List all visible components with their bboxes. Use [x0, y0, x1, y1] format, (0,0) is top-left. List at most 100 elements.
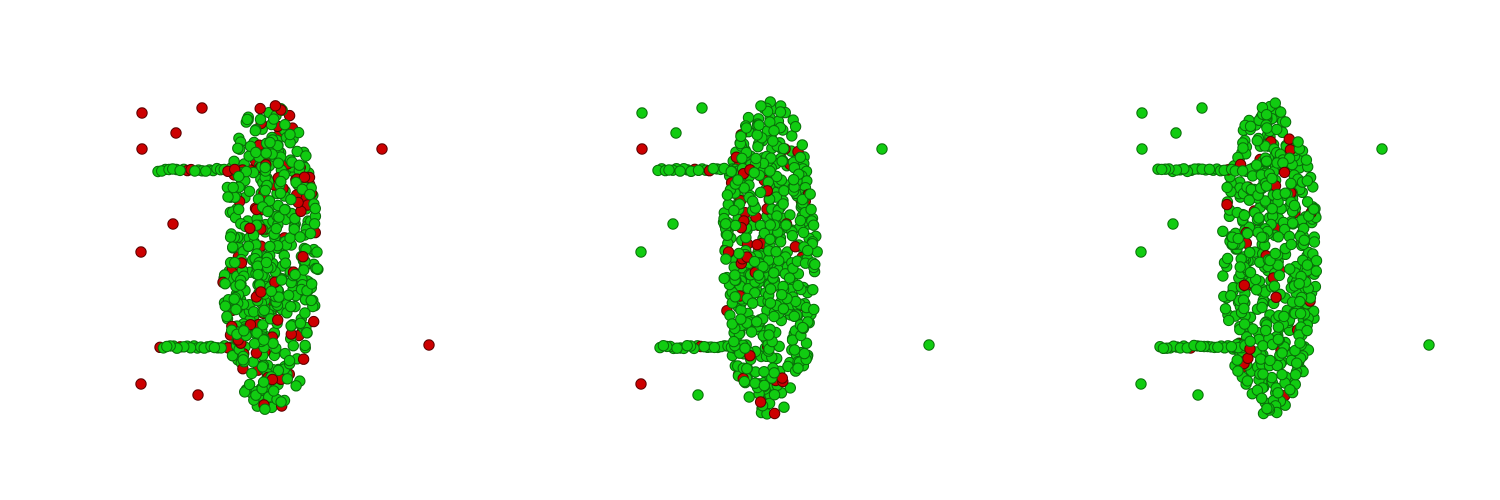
inlier-point [287, 340, 299, 352]
isolated-point-3 [1170, 127, 1182, 139]
outlier-point [255, 286, 267, 298]
inlier-point [1255, 353, 1267, 365]
isolated-point-2 [696, 102, 708, 114]
inlier-point [796, 193, 809, 206]
isolated-point-8 [923, 339, 935, 351]
outlier-point [308, 315, 320, 328]
inlier-point [1257, 340, 1269, 352]
inlier-point [720, 218, 732, 230]
inlier-point [1285, 238, 1297, 251]
inlier-point [1225, 290, 1237, 302]
inlier-point [809, 258, 821, 271]
inlier-point [748, 255, 761, 268]
scatter-panel-3 [1000, 0, 1500, 500]
isolated-point-9 [1135, 378, 1147, 390]
isolated-point-7 [635, 246, 647, 258]
inlier-point [290, 380, 302, 392]
isolated-point-1 [636, 107, 648, 119]
outlier-point [298, 171, 311, 183]
inlier-point [735, 313, 747, 325]
inlier-point [807, 219, 820, 231]
inlier-point [755, 100, 767, 112]
inlier-point [1157, 342, 1170, 354]
inlier-point [1301, 324, 1313, 337]
inlier-point [279, 119, 291, 131]
inlier-point [222, 191, 234, 203]
inlier-point [1292, 136, 1304, 148]
inlier-point [200, 165, 212, 177]
inlier-point [804, 188, 816, 200]
inlier-point [770, 246, 782, 258]
inlier-point [304, 188, 316, 201]
inlier-point [1257, 368, 1269, 380]
inlier-point [1291, 357, 1303, 369]
inlier-point [232, 142, 244, 155]
inlier-point [1244, 335, 1256, 347]
inlier-point [282, 289, 295, 301]
inlier-point [657, 340, 670, 352]
inlier-point [1269, 247, 1281, 260]
inlier-point [1241, 227, 1254, 240]
inlier-point [1279, 116, 1292, 128]
inlier-point [681, 340, 693, 352]
inlier-point [797, 226, 810, 239]
inlier-point [764, 297, 777, 309]
inlier-point [242, 240, 255, 253]
isolated-point-2 [196, 102, 208, 114]
inlier-point [1277, 157, 1289, 169]
inlier-point [768, 389, 781, 401]
inlier-point [735, 130, 747, 143]
inlier-point [805, 203, 817, 216]
inlier-point [246, 367, 258, 380]
inlier-point [758, 379, 770, 392]
inlier-point [767, 135, 779, 147]
inlier-point [707, 162, 719, 175]
outlier-point [297, 353, 310, 365]
outlier-point [254, 102, 266, 115]
isolated-point-10 [192, 389, 204, 401]
inlier-point [786, 230, 799, 242]
inlier-point [1256, 231, 1268, 243]
inlier-point [311, 246, 323, 258]
inlier-point [768, 125, 780, 137]
inlier-point [308, 218, 321, 230]
inlier-point [281, 373, 294, 385]
inlier-point [1284, 263, 1296, 275]
isolated-point-1 [136, 107, 148, 119]
inlier-point [174, 164, 186, 177]
inlier-point [783, 272, 796, 284]
inlier-point [1212, 341, 1224, 353]
inlier-point [743, 391, 755, 403]
inlier-point [1261, 122, 1273, 134]
inlier-point [233, 203, 245, 216]
isolated-point-8 [1423, 339, 1435, 351]
inlier-point [229, 256, 241, 269]
inlier-point [1250, 284, 1263, 296]
inlier-point [1294, 337, 1306, 349]
inlier-point [252, 268, 264, 281]
isolated-point-9 [635, 378, 647, 390]
inlier-point [740, 122, 753, 134]
inlier-point [1260, 155, 1273, 167]
inlier-point [671, 342, 683, 354]
scatter-panel-1 [0, 0, 500, 500]
inlier-point [1225, 341, 1238, 353]
inlier-point [1232, 365, 1244, 377]
inlier-point [774, 106, 787, 118]
inlier-point [752, 269, 765, 281]
inlier-point [270, 222, 282, 235]
inlier-point [808, 303, 820, 316]
isolated-point-6 [1167, 218, 1179, 230]
isolated-point-3 [670, 127, 682, 139]
inlier-point [777, 198, 789, 210]
inlier-point [718, 272, 730, 285]
inlier-point [780, 219, 792, 231]
isolated-point-7 [1135, 246, 1147, 258]
inlier-point [230, 303, 242, 316]
inlier-point [285, 300, 297, 313]
inlier-point [241, 113, 253, 126]
inlier-point [1221, 252, 1234, 265]
inlier-point [768, 267, 780, 279]
inlier-point [776, 155, 788, 167]
